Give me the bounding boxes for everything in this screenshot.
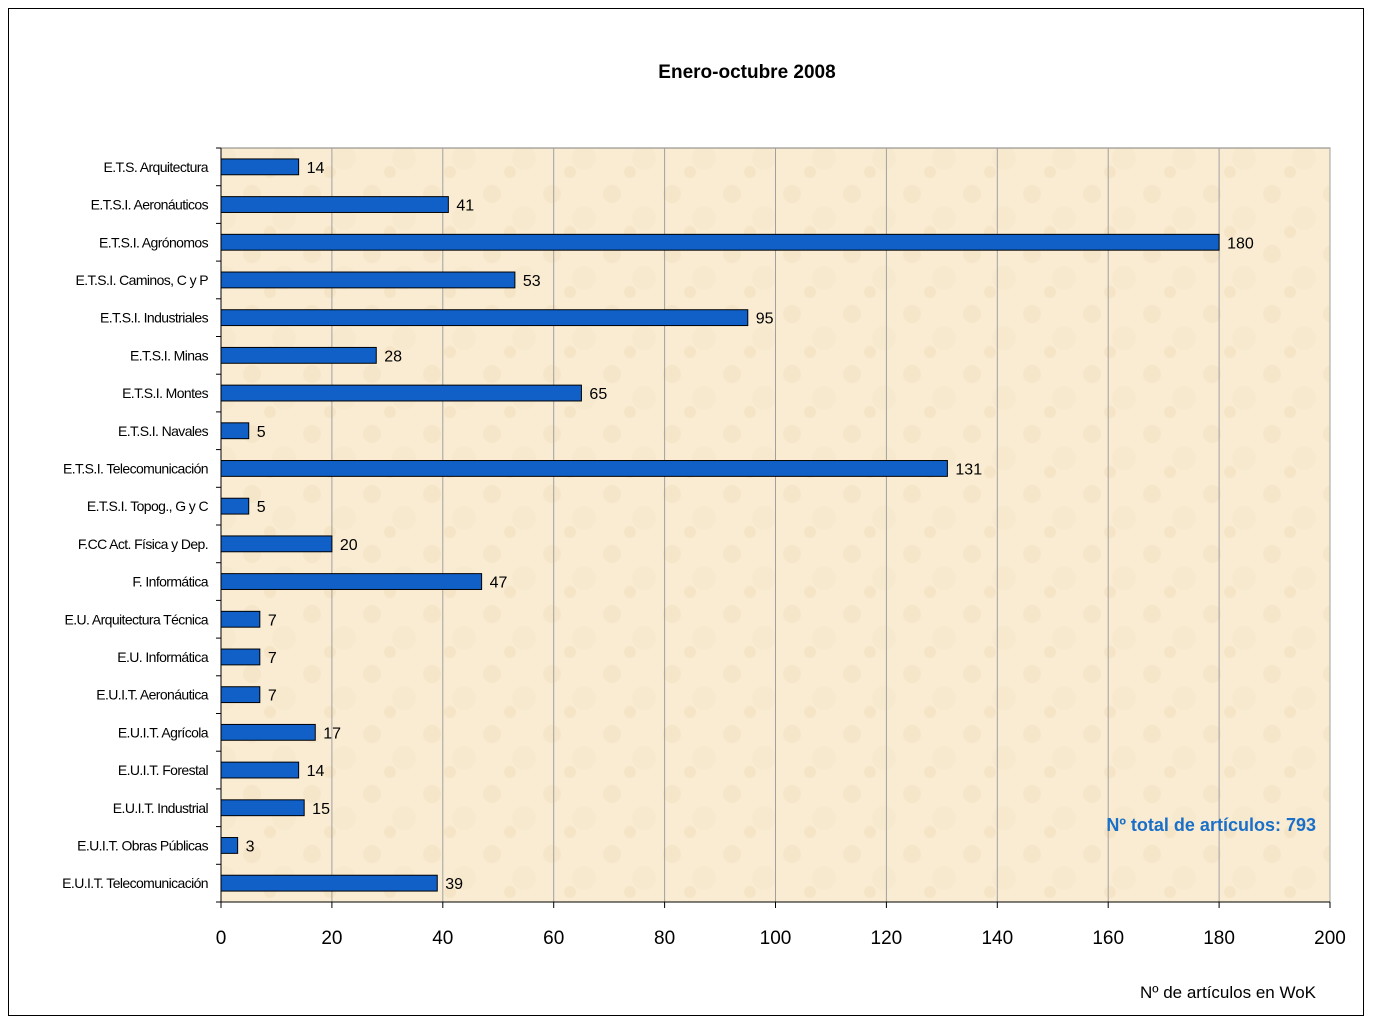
bar — [220, 422, 250, 440]
bar — [220, 384, 582, 402]
category-label: E.U.I.T. Industrial — [113, 800, 209, 816]
data-label: 7 — [268, 612, 277, 629]
data-label: 5 — [257, 424, 266, 441]
category-label: E.T.S.I. Aeronáuticos — [91, 197, 209, 213]
data-label: 53 — [523, 273, 541, 290]
bar — [220, 309, 749, 327]
bar — [220, 535, 333, 553]
bar — [220, 837, 239, 854]
data-label: 39 — [445, 876, 463, 893]
total-annotation: Nº total de artículos: 793 — [1106, 815, 1316, 835]
data-label: 7 — [268, 688, 277, 705]
category-label: F.CC Act. Física y Dep. — [78, 536, 208, 552]
x-tick-label: 80 — [654, 928, 675, 949]
x-tick-label: 200 — [1314, 928, 1346, 949]
data-label: 47 — [490, 575, 508, 592]
bar — [220, 648, 261, 666]
gridlines — [331, 148, 1331, 902]
chart-title: Enero-octubre 2008 — [658, 62, 835, 83]
category-label: E.T.S. Arquitectura — [103, 159, 208, 175]
category-label: E.T.S.I. Minas — [130, 347, 209, 363]
category-label: E.U.I.T. Aeronáutica — [96, 687, 209, 703]
category-label: E.U. Arquitectura Técnica — [65, 611, 209, 627]
data-label: 17 — [323, 725, 341, 742]
x-tick-label: 40 — [432, 928, 453, 949]
bar — [220, 610, 261, 628]
bar — [220, 460, 948, 477]
x-tick-label: 20 — [321, 928, 342, 949]
data-label: 131 — [955, 461, 982, 478]
axes — [216, 147, 1331, 908]
data-label: 65 — [589, 386, 607, 403]
data-label: 28 — [384, 348, 402, 365]
bar — [220, 573, 483, 590]
category-label: E.T.S.I. Agrónomos — [99, 234, 209, 250]
category-label: E.T.S.I. Navales — [118, 423, 209, 439]
category-label: E.U.I.T. Telecomunicación — [62, 875, 208, 891]
category-label: E.T.S.I. Topog., G y C — [87, 498, 209, 514]
category-label: E.U.I.T. Obras Públicas — [77, 837, 209, 853]
bar — [220, 874, 438, 892]
category-labels: E.T.S. Arquitectura E.T.S.I. Aeronáuticos… — [62, 159, 209, 891]
x-axis-title: Nº de artículos en WoK — [1140, 983, 1317, 1002]
category-label: E.T.S.I. Montes — [122, 385, 209, 401]
bar — [220, 346, 377, 364]
x-tick-label: 120 — [871, 928, 903, 949]
x-tick-label: 60 — [543, 928, 564, 949]
bar — [220, 158, 300, 176]
x-tick-label: 100 — [760, 928, 792, 949]
category-label: E.T.S.I. Caminos, C y P — [76, 272, 209, 288]
data-label: 180 — [1227, 235, 1254, 252]
bar — [220, 761, 300, 779]
data-label: 41 — [456, 198, 474, 215]
x-tick-label: 140 — [981, 928, 1013, 949]
data-label: 95 — [756, 311, 774, 328]
bar — [220, 233, 1220, 251]
x-tick-label: 180 — [1203, 928, 1235, 949]
x-tick-label: 160 — [1092, 928, 1124, 949]
category-label: F. Informática — [132, 574, 208, 590]
bar — [220, 723, 316, 741]
bar — [220, 497, 250, 515]
category-label: E.U.I.T. Forestal — [118, 762, 209, 778]
data-label: 5 — [257, 499, 266, 516]
data-label: 14 — [307, 763, 325, 780]
bar — [220, 196, 449, 213]
x-tick-label: 0 — [216, 928, 227, 949]
bar — [220, 799, 305, 817]
category-label: E.U.I.T. Agrícola — [118, 724, 209, 740]
category-label: E.U. Informática — [117, 649, 209, 665]
data-label: 15 — [312, 801, 330, 818]
data-label: 7 — [268, 650, 277, 667]
data-label: 20 — [340, 537, 358, 554]
value-labels: 14 41 180 53 95 28 65 5 131 5 20 47 7 7 7 17 14 15 3 39 — [246, 160, 1254, 893]
data-label: 14 — [307, 160, 325, 177]
bars-group — [220, 158, 1220, 892]
bar — [220, 686, 261, 704]
bar — [220, 271, 516, 289]
data-label: 3 — [246, 838, 255, 855]
x-tick-labels: 0 20 40 60 80 100 120 140 160 180 200 — [216, 928, 1346, 949]
category-label: E.T.S.I. Industriales — [100, 310, 209, 326]
category-label: E.T.S.I. Telecomunicación — [63, 460, 208, 476]
